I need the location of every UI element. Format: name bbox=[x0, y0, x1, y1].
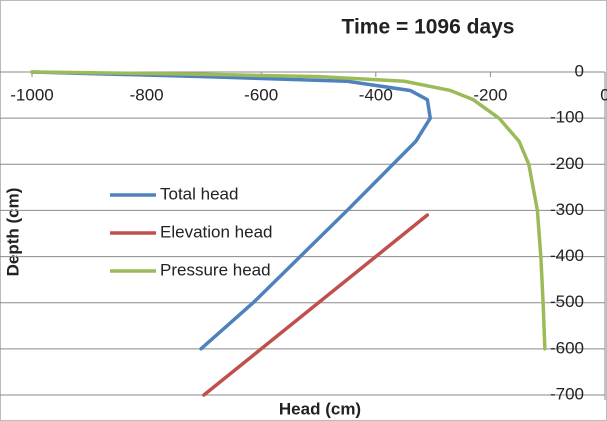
y-tick-label: -200 bbox=[550, 154, 584, 173]
x-tick-label: -600 bbox=[244, 85, 278, 104]
x-axis-label: Head (cm) bbox=[279, 399, 361, 418]
y-tick-label: -700 bbox=[550, 384, 584, 403]
legend-label: Total head bbox=[160, 184, 238, 203]
x-tick-label: -200 bbox=[473, 85, 507, 104]
y-axis-label: Depth (cm) bbox=[3, 188, 22, 277]
series-line bbox=[30, 70, 547, 351]
y-tick-label: -100 bbox=[550, 108, 584, 127]
y-tick-label: -500 bbox=[550, 292, 584, 311]
series-line bbox=[30, 70, 432, 351]
y-tick-label: -400 bbox=[550, 246, 584, 265]
legend-label: Pressure head bbox=[160, 260, 271, 279]
x-tick-label: -800 bbox=[130, 85, 164, 104]
y-tick-label: -300 bbox=[550, 200, 584, 219]
y-tick-label: -600 bbox=[550, 338, 584, 357]
x-tick-label: 0 bbox=[600, 85, 607, 104]
chart-title: Time = 1096 days bbox=[342, 16, 515, 39]
legend-label: Elevation head bbox=[160, 222, 272, 241]
x-tick-label: -1000 bbox=[10, 85, 53, 104]
series-line bbox=[202, 213, 430, 397]
y-tick-label: 0 bbox=[575, 61, 584, 80]
x-tick-label: -400 bbox=[359, 85, 393, 104]
